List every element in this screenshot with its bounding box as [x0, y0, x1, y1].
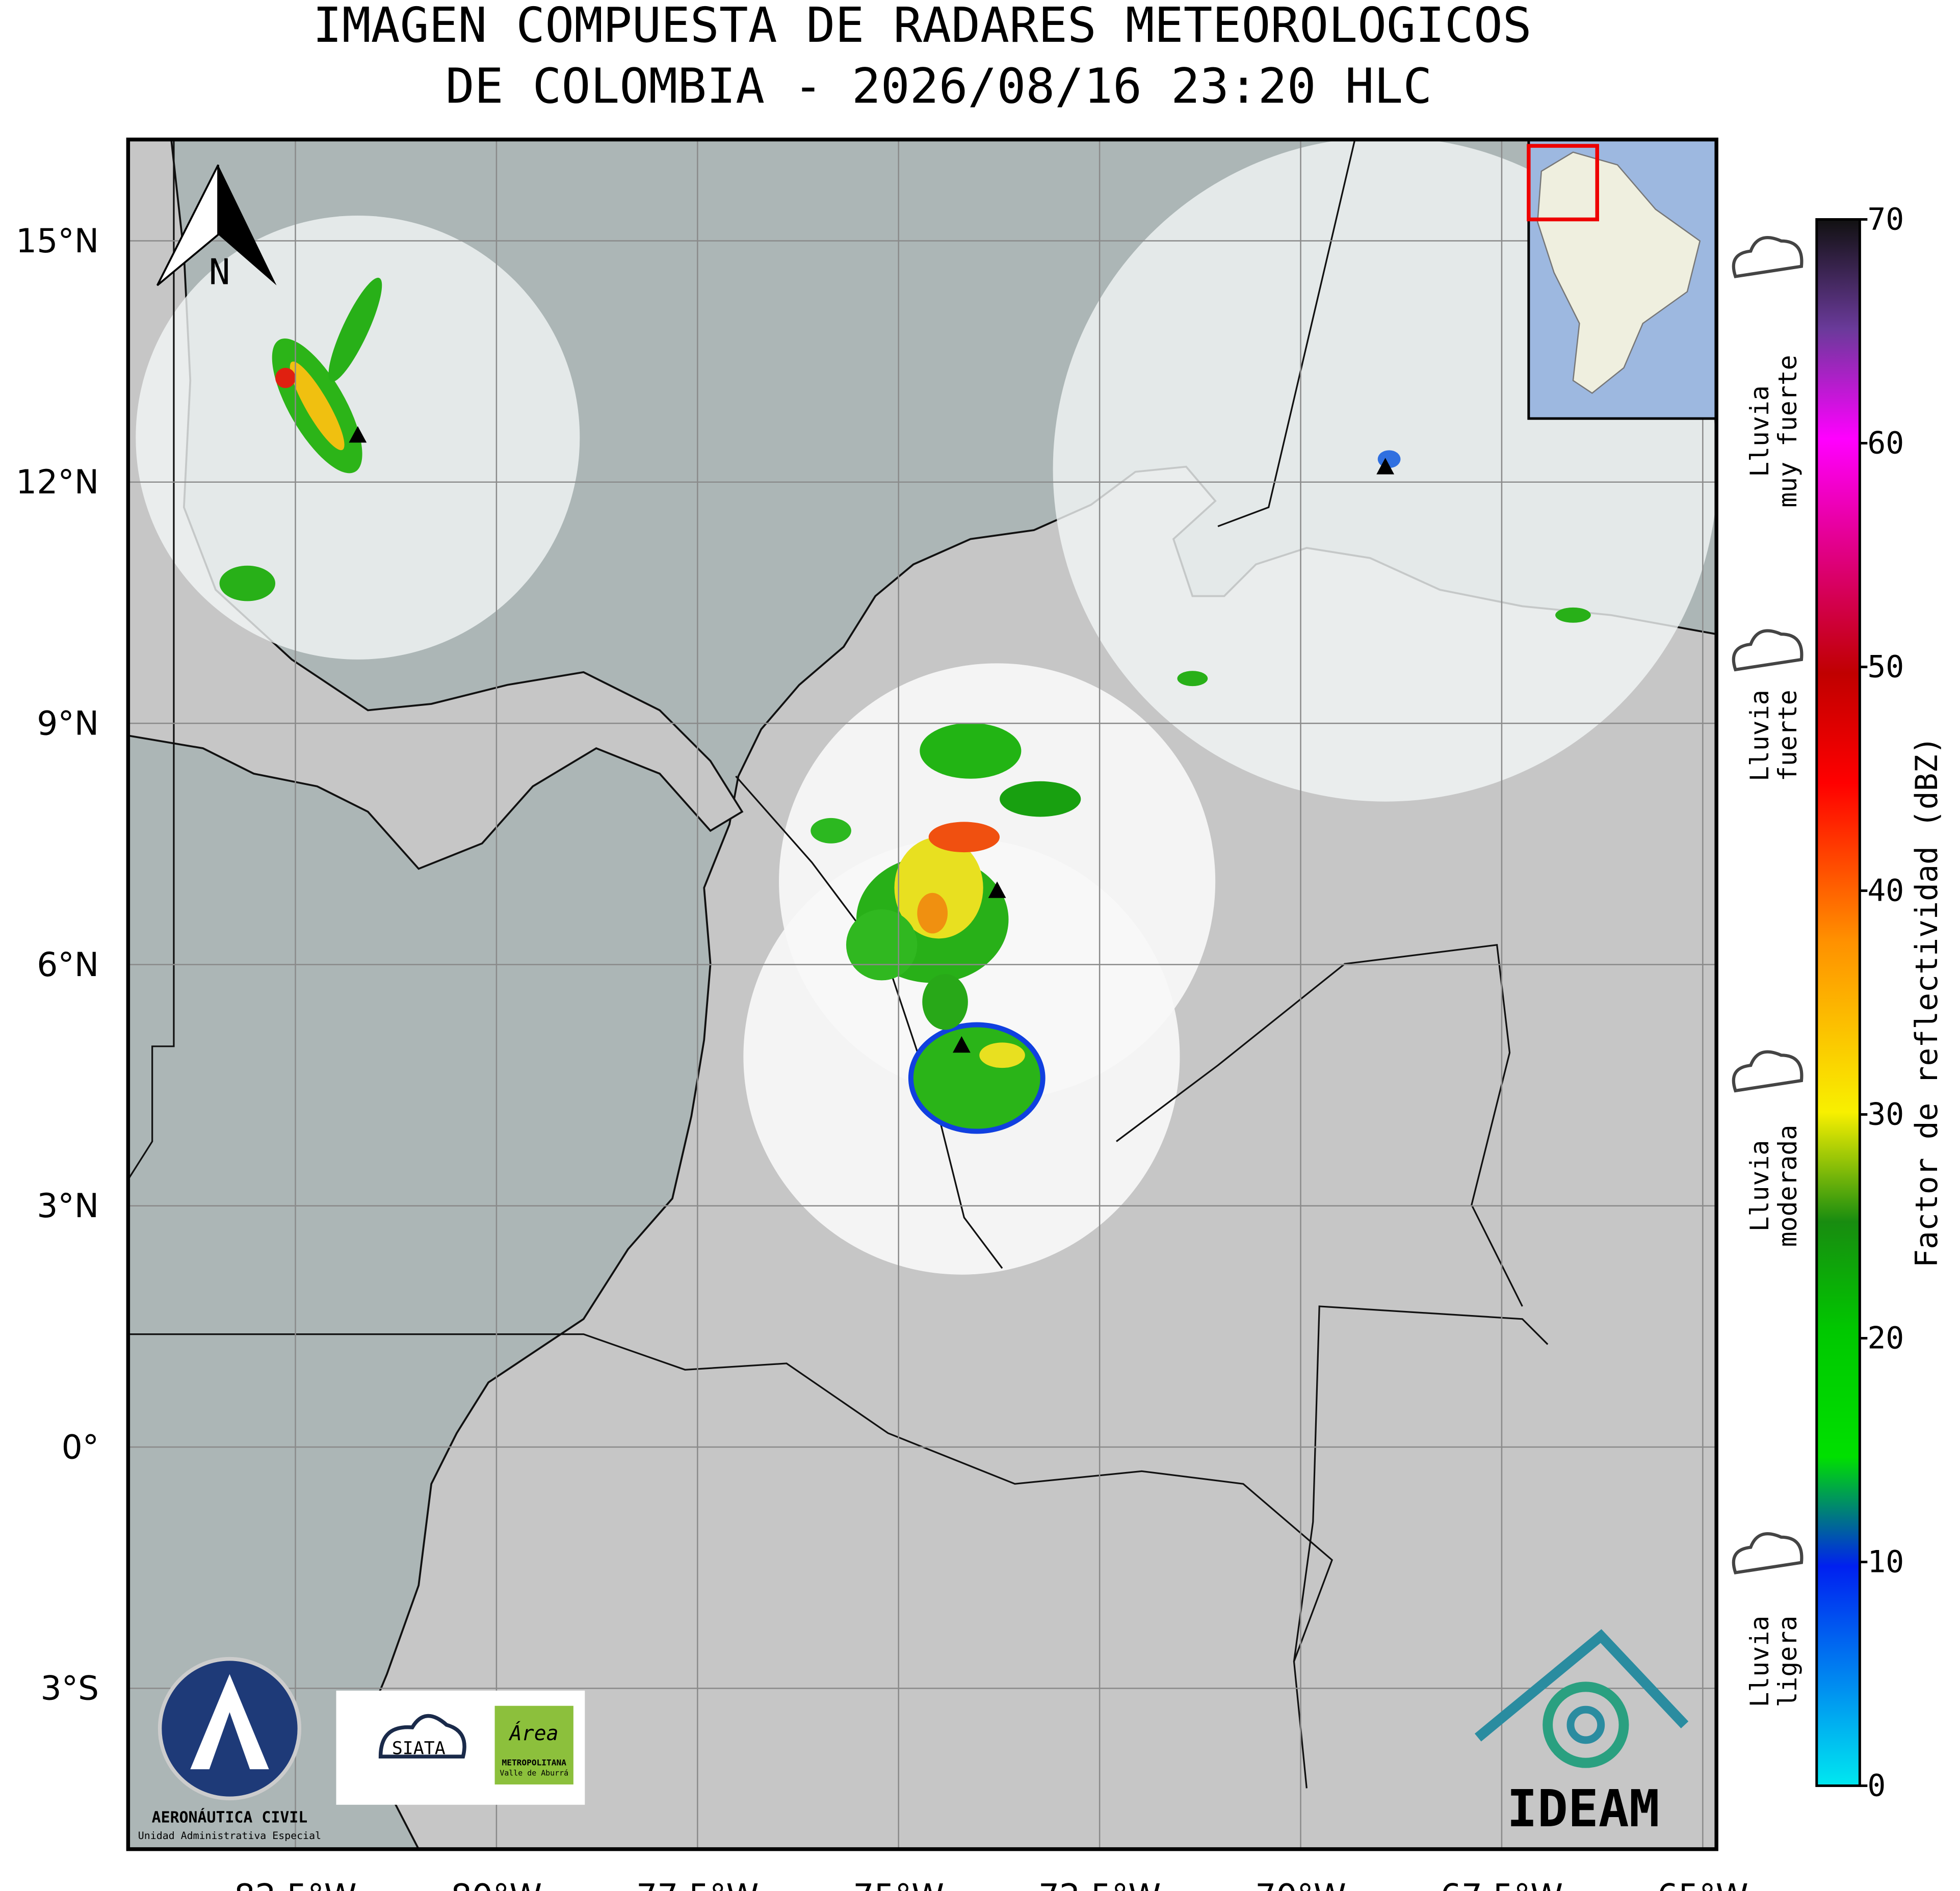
colorbar-tick-label: 0: [1867, 1768, 1886, 1803]
borders: [128, 139, 1549, 1789]
y-tick-label: 9°N: [37, 705, 99, 743]
y-tick-label: 3°N: [37, 1187, 99, 1225]
colorbar-tick-label: 10: [1867, 1544, 1904, 1580]
colorbar-tick-label: 40: [1867, 873, 1904, 908]
x-tick-label: 65°W: [1657, 1877, 1748, 1891]
map: [128, 139, 1717, 1849]
logo-text: SIATA: [392, 1738, 446, 1758]
radar-sites: [349, 426, 1395, 1053]
graticule: [128, 139, 1717, 1849]
colorbar-tick-label: 50: [1867, 649, 1904, 685]
weather-icon: [1732, 236, 1804, 278]
inset-map: [1527, 138, 1718, 420]
colorbar-tick-label: 20: [1867, 1321, 1904, 1356]
rain-class-label: Lluvia: [1745, 1616, 1774, 1708]
x-tick-label: 70°W: [1255, 1877, 1346, 1891]
rain-class-label: Lluvia: [1745, 690, 1774, 781]
x-tick-label: 67.5°W: [1441, 1877, 1563, 1891]
x-tick-label: 80°W: [451, 1877, 542, 1891]
rain-echoes: [219, 277, 1591, 1134]
logo-text: IDEAM: [1507, 1780, 1660, 1839]
y-tick-label: 15°N: [16, 222, 99, 260]
north-label: N: [209, 251, 230, 293]
x-tick-label: 72.5°W: [1038, 1877, 1161, 1891]
weather-icon: [1732, 629, 1804, 672]
rain-class-label: Lluvia: [1745, 1140, 1774, 1232]
x-tick-label: 77.5°W: [636, 1877, 759, 1891]
logo-text: Unidad Administrativa Especial: [138, 1830, 321, 1842]
colorbar: [1815, 218, 1861, 1787]
colorbar-ticks: 0 10 20 30 40 50 60 70: [1860, 202, 1904, 1803]
rain-class-label: muy fuerte: [1773, 355, 1802, 508]
logo-ideam: IDEAM: [1474, 1629, 1689, 1839]
y-tick-label: 0°: [62, 1428, 99, 1466]
title-line: DE COLOMBIA - 2026/08/16 23:20 HLC: [446, 59, 1432, 115]
logo-siata-area: SIATA Área METROPOLITANA Valle de Aburrá: [336, 1690, 585, 1805]
logo-text: METROPOLITANA: [502, 1758, 566, 1768]
rain-class-label: moderada: [1773, 1125, 1802, 1247]
colorbar-label: Factor de reflectividad (dBZ): [1910, 736, 1945, 1268]
y-tick-label: 6°N: [37, 946, 99, 984]
rain-class-label: fuerte: [1773, 690, 1802, 781]
logo-text: Área: [508, 1721, 559, 1745]
x-tick-label: 75°W: [853, 1877, 944, 1891]
weather-icon: [1732, 1532, 1804, 1574]
title-line: IMAGEN COMPUESTA DE RADARES METEOROLOGIC…: [313, 0, 1532, 54]
logo-text: AERONÁUTICA CIVIL: [152, 1808, 308, 1827]
logo-aerocivil: AERONÁUTICA CIVIL Unidad Administrativa …: [138, 1657, 321, 1842]
colorbar-tick-label: 70: [1867, 202, 1904, 237]
y-tick-label: 12°N: [16, 463, 99, 502]
weather-icon: [1732, 1050, 1804, 1093]
x-tick-label: 82.5°W: [234, 1877, 356, 1891]
colorbar-tick-label: 60: [1867, 426, 1904, 461]
rain-class-label: ligera: [1773, 1616, 1802, 1708]
logo-text: Valle de Aburrá: [500, 1769, 568, 1778]
y-tick-label: 3°S: [41, 1670, 99, 1708]
rain-class-label: Lluvia: [1745, 385, 1774, 477]
map-frame: [126, 137, 1718, 1851]
colorbar-tick-label: 30: [1867, 1097, 1904, 1132]
